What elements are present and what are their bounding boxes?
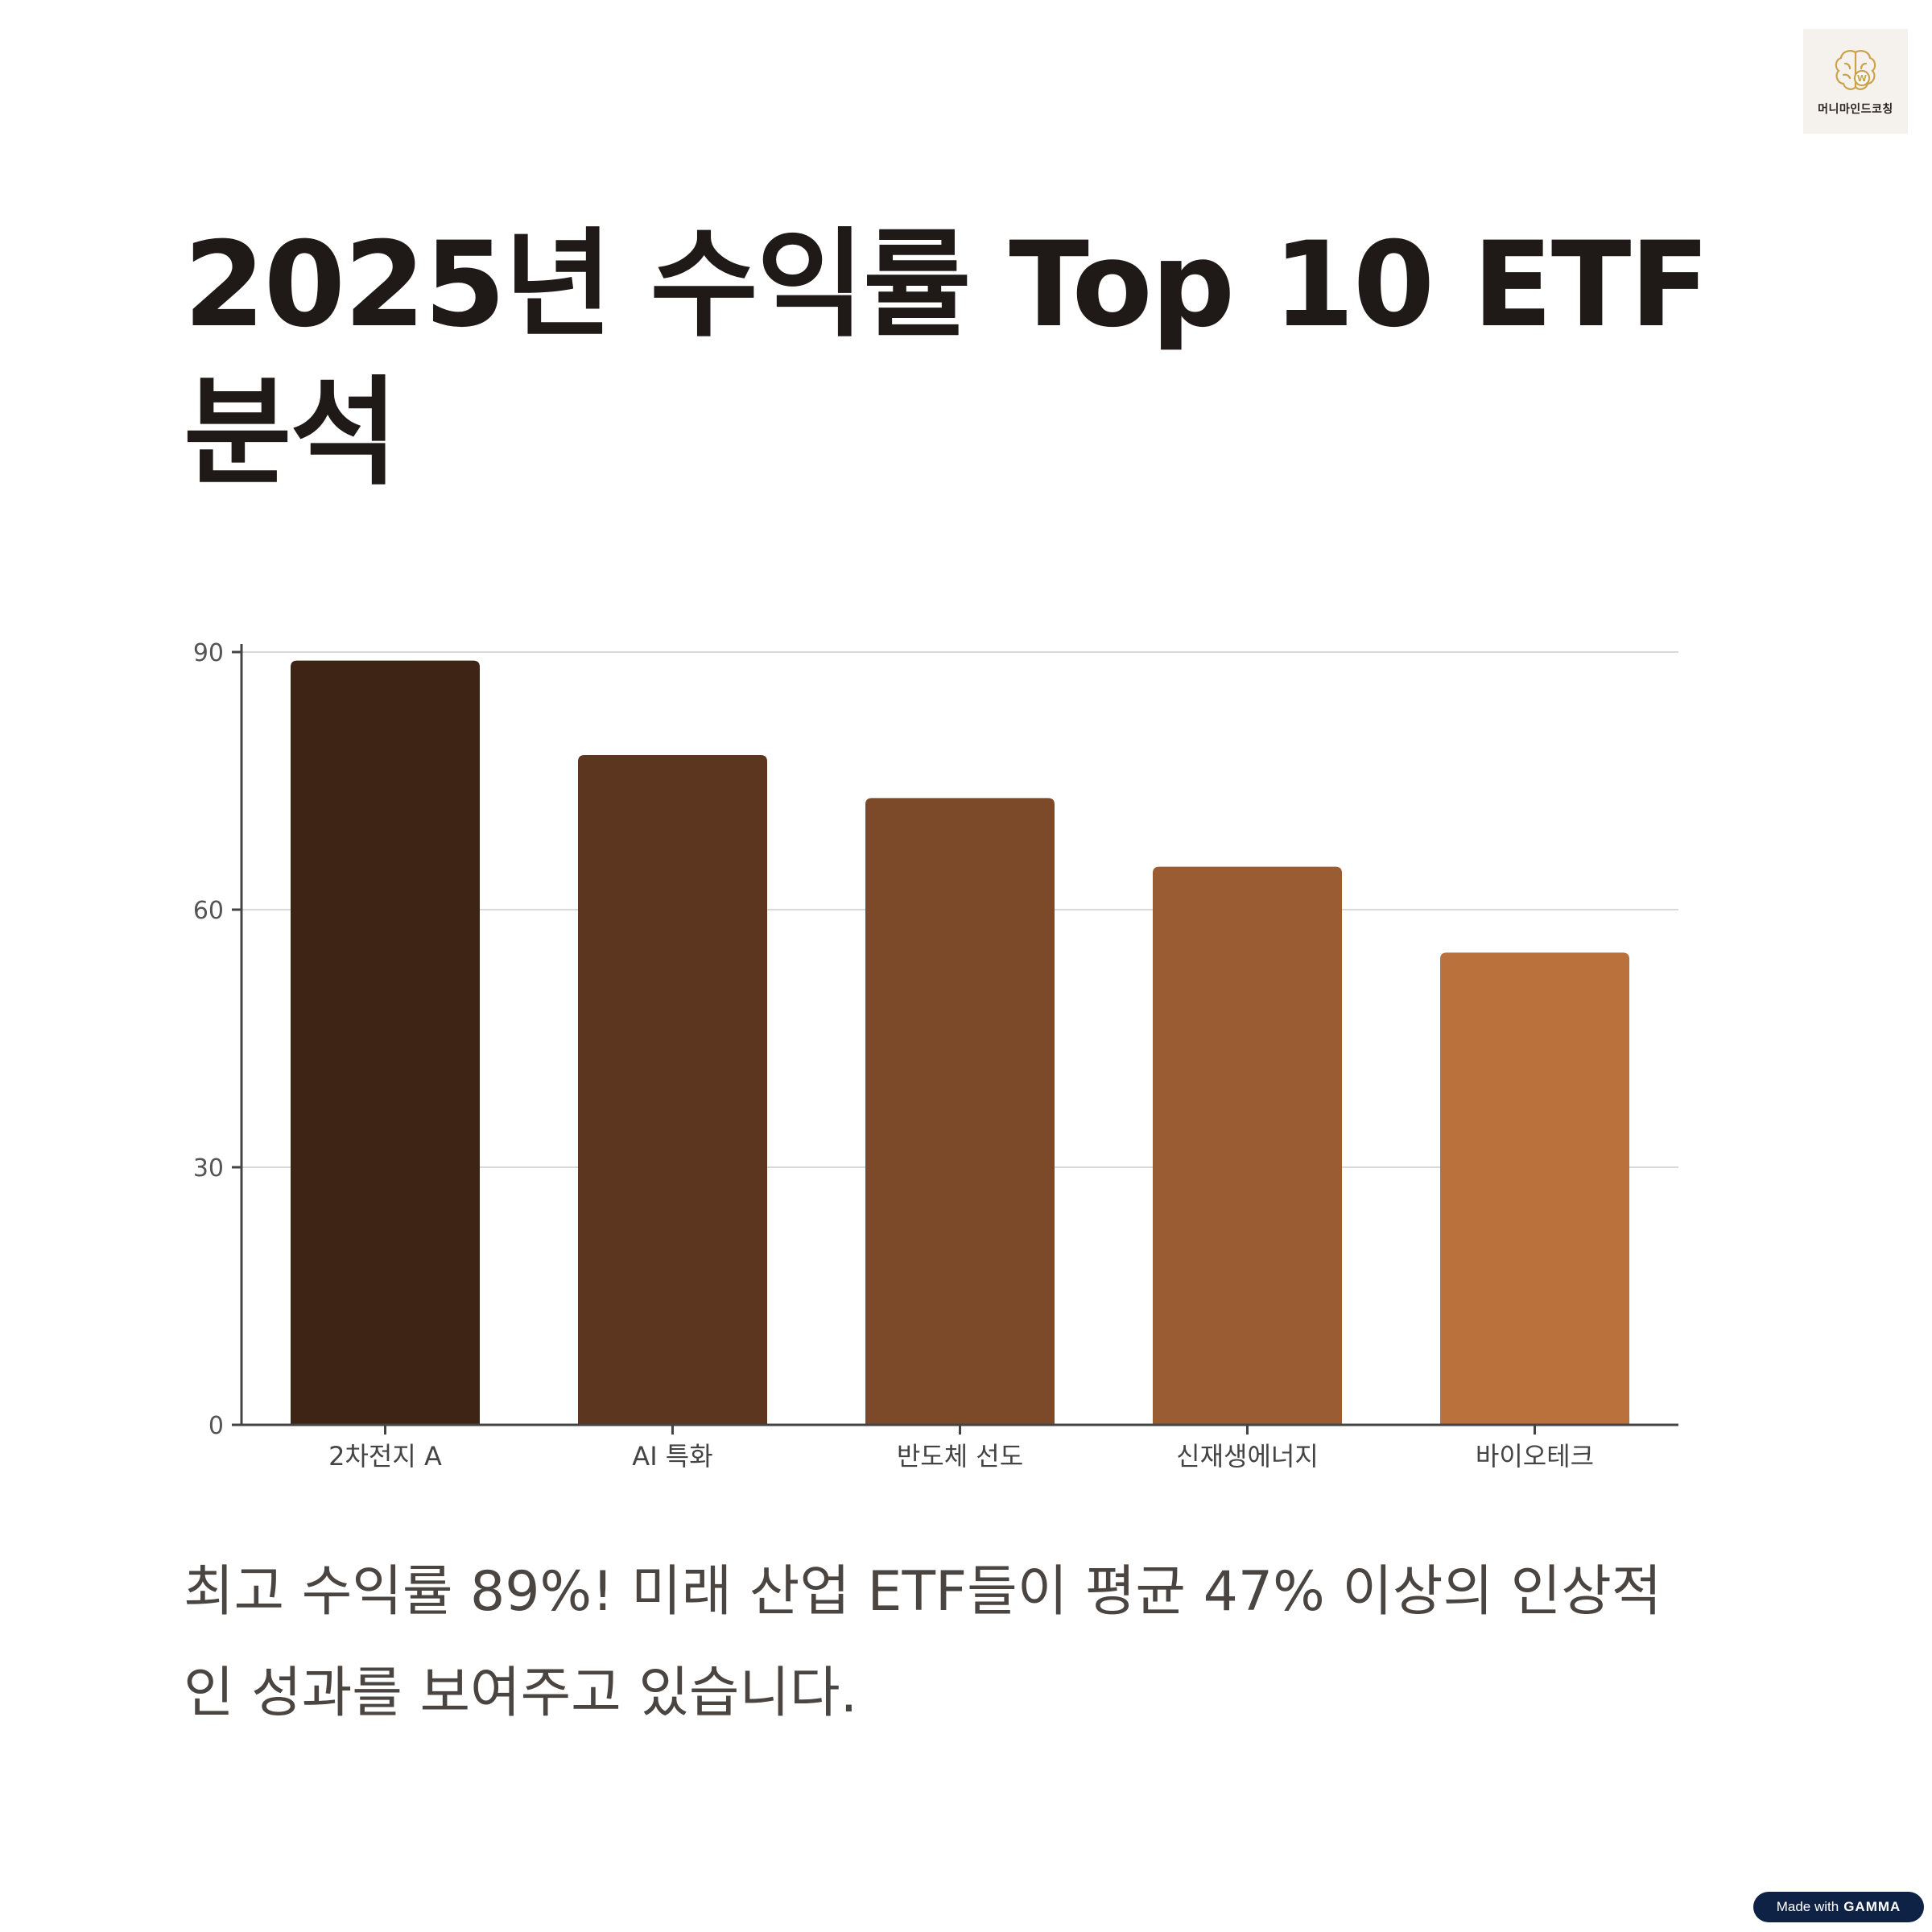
svg-text:W: W <box>1857 73 1867 84</box>
bar <box>291 660 480 1425</box>
badge-brand: GAMMA <box>1843 1899 1901 1914</box>
badge-prefix: Made with <box>1776 1899 1839 1914</box>
y-tick-label: 0 <box>208 1412 224 1440</box>
x-tick-label: 반도체 선도 <box>897 1441 1023 1472</box>
x-tick-label: 바이오테크 <box>1476 1441 1594 1472</box>
x-tick-labels: 2차전지 A AI 특화 반도체 선도 신재생에너지 바이오테크 <box>328 1441 1594 1472</box>
brand-logo: W 머니마인드코칭 <box>1803 29 1908 134</box>
y-tick-label: 60 <box>193 897 224 925</box>
y-tick-label: 30 <box>193 1154 224 1183</box>
caption: 최고 수익률 89%! 미래 산업 ETF들이 평균 47% 이상의 인상적 인… <box>184 1542 1761 1744</box>
title-line-1: 2025년 수익률 Top 10 ETF <box>184 217 1710 353</box>
caption-line-2: 인 성과를 보여주고 있습니다. <box>184 1662 858 1725</box>
x-tick-label: 2차전지 A <box>328 1441 442 1472</box>
bar-chart: 0 30 60 90 2차전지 A AI 특화 반도체 선도 신재생에너지 바이오테크 <box>193 639 1678 1472</box>
axes <box>232 644 1678 1435</box>
made-with-gamma-badge[interactable]: Made with GAMMA <box>1753 1892 1924 1922</box>
bar <box>1153 866 1342 1425</box>
x-tick-label: 신재생에너지 <box>1176 1441 1319 1472</box>
bars <box>291 660 1629 1425</box>
logo-text: 머니마인드코칭 <box>1818 103 1893 116</box>
brain-w-icon: W <box>1835 50 1876 90</box>
bar <box>1440 952 1629 1425</box>
x-tick-label: AI 특화 <box>632 1441 712 1472</box>
bar <box>865 798 1055 1425</box>
bar <box>578 755 767 1425</box>
title-line-2: 분석 <box>184 365 398 502</box>
caption-line-1: 최고 수익률 89%! 미래 산업 ETF들이 평균 47% 이상의 인상적 <box>184 1560 1662 1624</box>
y-tick-labels: 0 30 60 90 <box>193 639 224 1440</box>
page-title: 2025년 수익률 Top 10 ETF 분석 <box>184 211 1794 507</box>
y-tick-label: 90 <box>193 639 224 667</box>
